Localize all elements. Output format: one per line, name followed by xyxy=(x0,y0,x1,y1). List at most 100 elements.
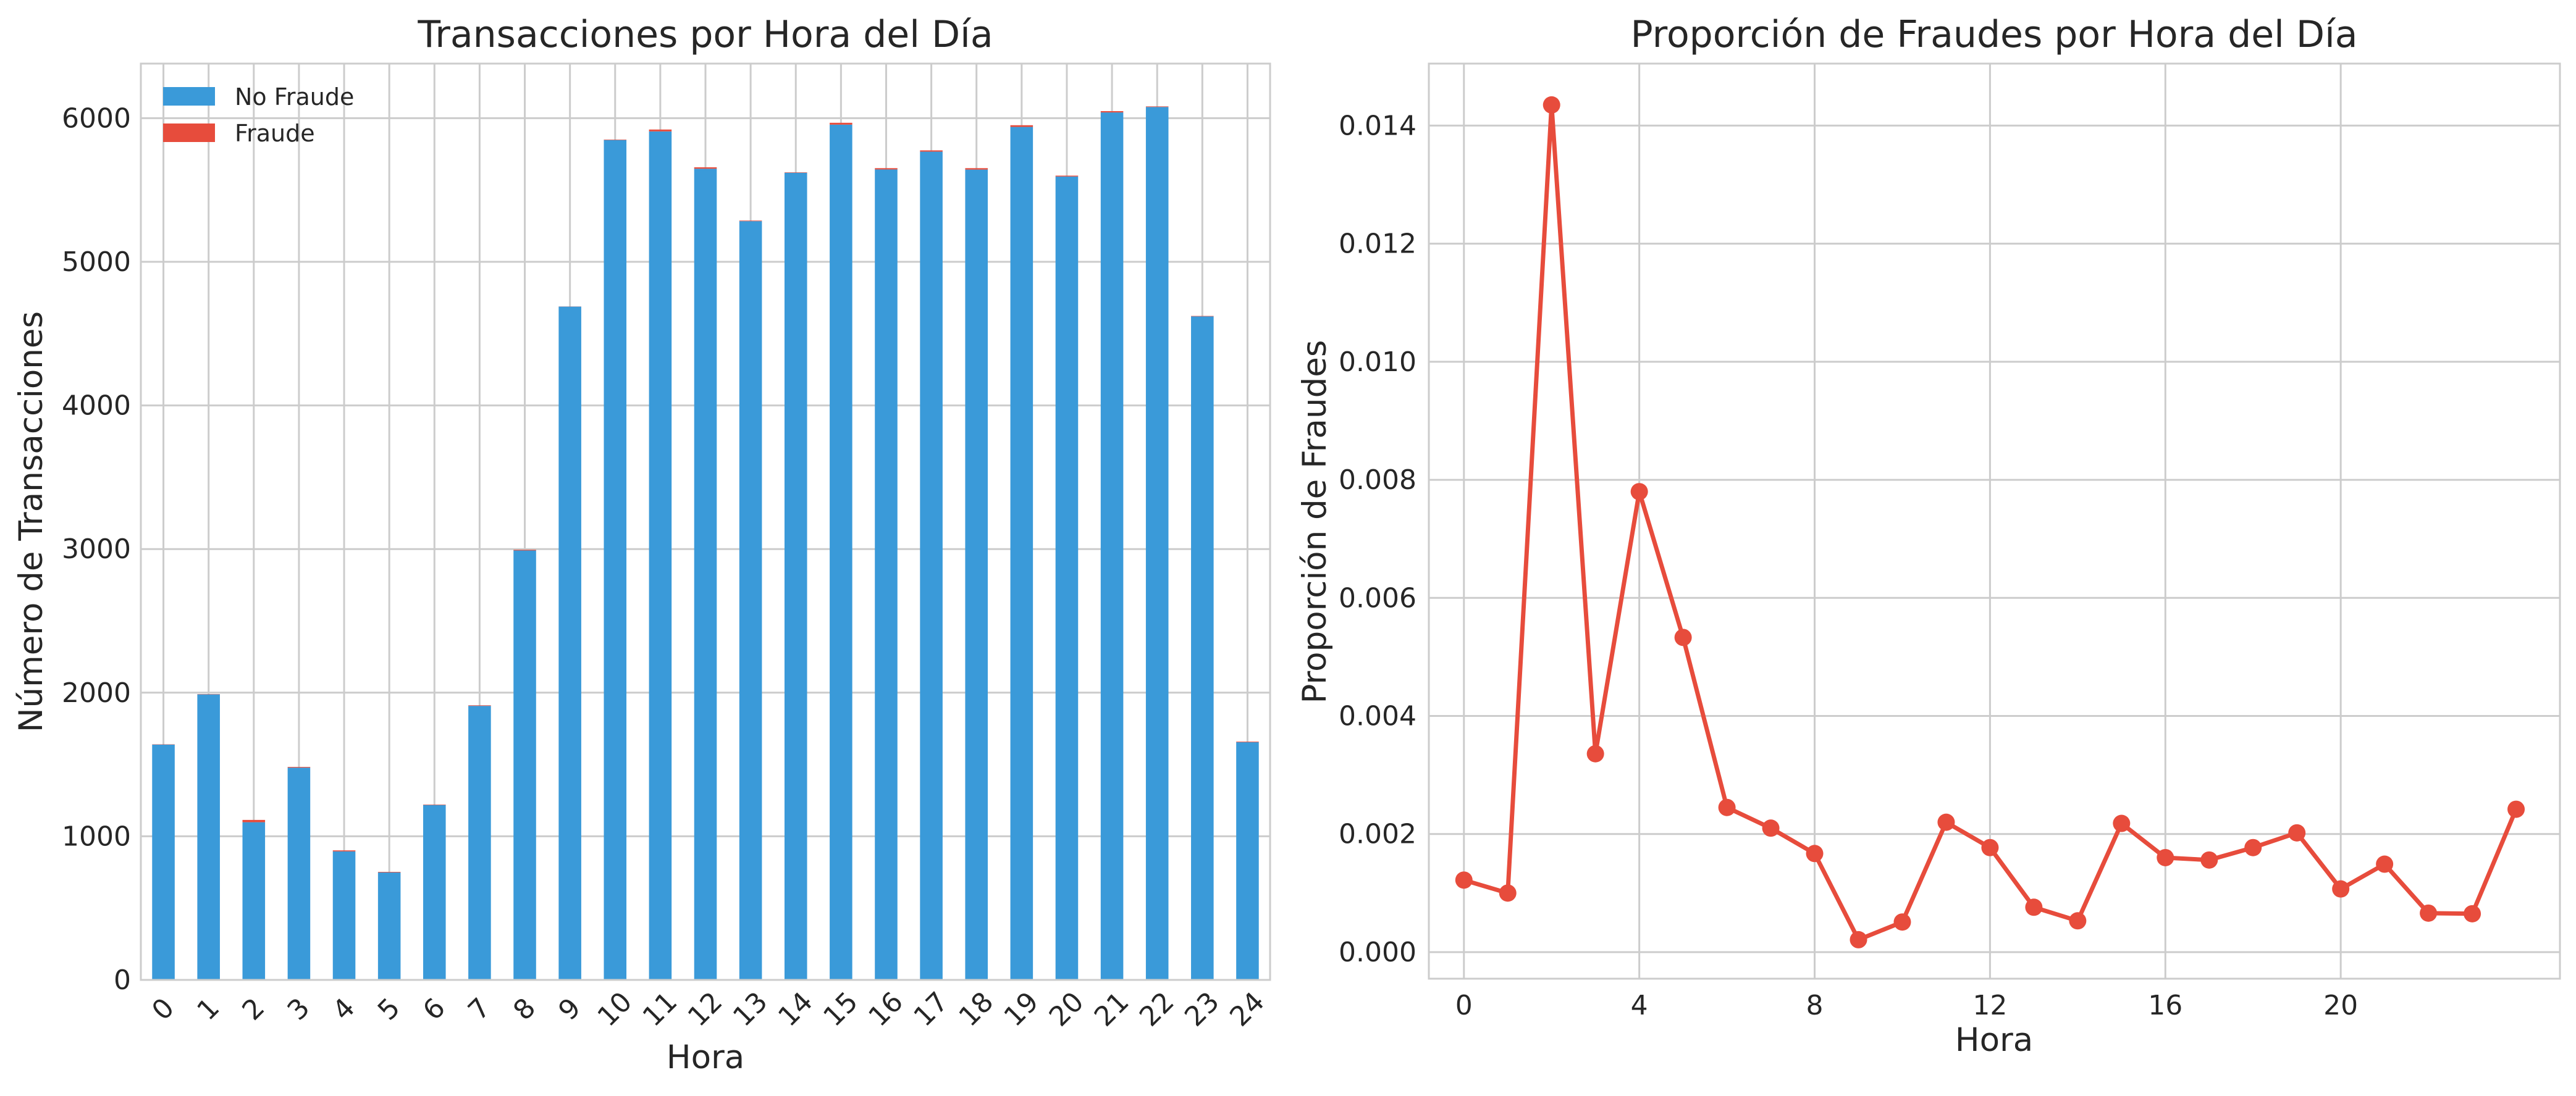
bar-fraude xyxy=(1191,316,1214,317)
bar-fraude xyxy=(1056,175,1079,176)
fraud-proportion-point xyxy=(1543,96,1560,114)
bar-x-axis-label: Hora xyxy=(667,1039,745,1076)
fraud-proportion-point xyxy=(2157,849,2174,866)
fraud-proportion-point xyxy=(2376,856,2393,873)
bar-fraude xyxy=(1011,125,1033,127)
bar-no-fraude xyxy=(965,170,988,980)
fraud-proportion-point xyxy=(2200,851,2218,869)
bar-y-tick-label: 6000 xyxy=(62,102,131,134)
bar-no-fraude xyxy=(785,173,807,980)
bar-no-fraude xyxy=(513,551,536,980)
bar-no-fraude xyxy=(423,805,446,980)
fraud-proportion-point xyxy=(1937,814,1955,831)
bar-no-fraude xyxy=(197,695,220,980)
fraud-proportion-point xyxy=(2507,801,2525,818)
bar-no-fraude xyxy=(288,768,311,980)
legend-swatch-no-fraude xyxy=(163,87,215,106)
bar-no-fraude xyxy=(558,307,581,980)
bar-no-fraude xyxy=(694,169,717,980)
line-x-axis-label: Hora xyxy=(1955,1021,2034,1059)
line-y-tick-label: 0.000 xyxy=(1339,937,1416,968)
bar-no-fraude xyxy=(333,851,356,980)
fraud-proportion-point xyxy=(2025,898,2042,916)
line-x-tick-label: 16 xyxy=(2148,990,2182,1021)
fraud-proportion-point xyxy=(1587,745,1604,763)
bar-fraude xyxy=(920,150,943,151)
fraud-proportion-point xyxy=(1631,483,1648,500)
bar-y-tick-label: 5000 xyxy=(62,246,131,278)
bar-y-tick-label: 4000 xyxy=(62,390,131,422)
bar-no-fraude xyxy=(920,152,943,980)
fraud-proportion-point xyxy=(2288,824,2305,842)
bar-no-fraude xyxy=(378,872,401,980)
line-y-tick-label: 0.014 xyxy=(1339,110,1416,141)
line-x-tick-label: 4 xyxy=(1631,990,1648,1021)
legend-swatch-fraude xyxy=(163,123,215,142)
bar-fraude xyxy=(830,123,852,125)
line-y-tick-label: 0.004 xyxy=(1339,701,1416,732)
line-chart-panel: 0.000 0.002 0.004 0.006 0.008 0.010 0.012 0.014… xyxy=(1296,13,2560,1059)
bar-no-fraude xyxy=(739,221,762,980)
bar-no-fraude xyxy=(830,125,852,980)
bar-no-fraude xyxy=(468,706,491,980)
bar-no-fraude xyxy=(1011,127,1033,980)
bar-fraude xyxy=(243,820,266,822)
fraud-proportion-point xyxy=(1499,884,1517,901)
bar-y-tick-label: 3000 xyxy=(62,533,131,565)
fraud-proportion-point xyxy=(2069,912,2086,929)
fraud-proportion-point xyxy=(1719,799,1736,816)
bar-no-fraude xyxy=(875,169,898,980)
fraud-proportion-point xyxy=(1806,845,1824,862)
fraud-proportion-point xyxy=(1455,871,1473,889)
bar-fraude xyxy=(468,705,491,706)
line-x-tick-label: 0 xyxy=(1455,990,1473,1021)
legend-label-fraude: Fraude xyxy=(235,120,315,147)
line-y-tick-label: 0.012 xyxy=(1339,228,1416,260)
bar-no-fraude xyxy=(1101,112,1124,980)
fraud-proportion-point xyxy=(1675,629,1692,646)
bar-chart-title: Transacciones por Hora del Día xyxy=(417,13,993,56)
fraud-proportion-point xyxy=(1981,839,1998,856)
bar-y-tick-label: 2000 xyxy=(62,677,131,709)
fraud-proportion-point xyxy=(2244,839,2262,856)
bar-y-tick-label: 1000 xyxy=(62,821,131,852)
fraud-proportion-point xyxy=(2420,905,2437,922)
fraud-proportion-point xyxy=(2464,905,2481,922)
line-x-tick-label: 20 xyxy=(2323,990,2358,1021)
bar-fraude xyxy=(1146,106,1169,107)
bar-fraude xyxy=(288,767,311,768)
bar-fraude xyxy=(649,130,672,132)
line-y-tick-label: 0.006 xyxy=(1339,582,1416,614)
bar-fraude xyxy=(875,168,898,169)
line-y-tick-label: 0.002 xyxy=(1339,819,1416,850)
bar-no-fraude xyxy=(1191,316,1214,980)
bar-fraude xyxy=(694,167,717,169)
bar-fraude xyxy=(1101,111,1124,112)
fraud-proportion-point xyxy=(1893,913,1911,931)
bar-no-fraude xyxy=(604,140,626,980)
bar-fraude xyxy=(785,172,807,173)
bar-no-fraude xyxy=(1056,177,1079,980)
legend-label-no-fraude: No Fraude xyxy=(235,83,354,111)
bar-fraude xyxy=(739,220,762,221)
line-chart-title: Proporción de Fraudes por Hora del Día xyxy=(1630,13,2357,56)
fraud-proportion-point xyxy=(2332,881,2349,898)
fraud-proportion-point xyxy=(2113,815,2130,832)
bar-no-fraude xyxy=(243,822,266,980)
line-y-axis-label: Proporción de Fraudes xyxy=(1296,340,1334,704)
bar-no-fraude xyxy=(1236,742,1259,980)
fraud-proportion-point xyxy=(1850,931,1867,948)
bar-no-fraude xyxy=(1146,107,1169,980)
line-y-tick-label: 0.008 xyxy=(1339,464,1416,496)
line-y-tick-label: 0.010 xyxy=(1339,346,1416,378)
bar-y-tick-label: 0 xyxy=(114,964,131,996)
bar-no-fraude xyxy=(152,745,175,980)
bar-y-axis-label: Número de Transacciones xyxy=(12,311,50,732)
bar-fraude xyxy=(965,168,988,169)
line-x-tick-label: 8 xyxy=(1806,990,1824,1021)
line-x-tick-label: 12 xyxy=(1972,990,2007,1021)
bar-no-fraude xyxy=(649,132,672,980)
